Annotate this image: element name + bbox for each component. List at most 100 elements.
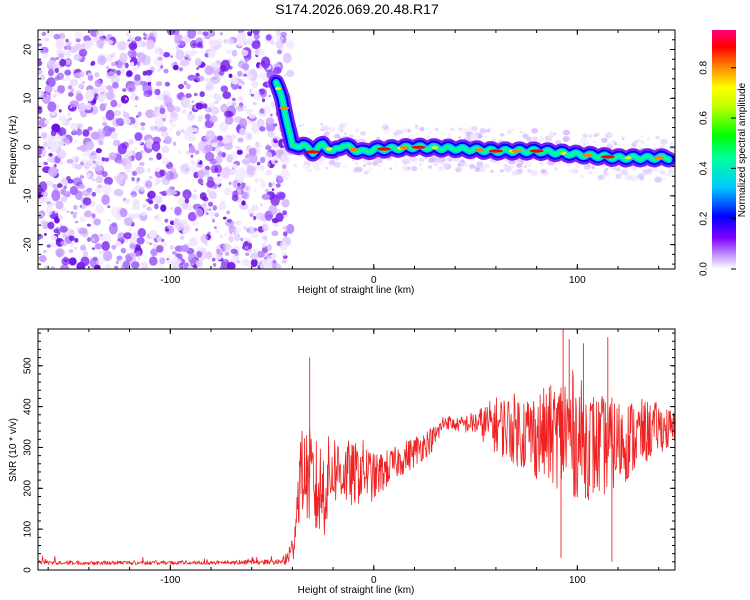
- ridge-hotspot: [529, 149, 544, 153]
- spectrogram-noise-cell: [57, 85, 65, 94]
- spectrogram-noise-cell: [68, 235, 75, 242]
- spectrogram-halo-cell: [620, 135, 626, 140]
- spectrogram-noise-cell: [224, 187, 233, 196]
- spectrogram-noise-cell: [194, 189, 197, 192]
- spectrogram-noise-cell: [129, 252, 137, 258]
- spectrogram-halo-cell: [503, 163, 508, 168]
- spectrogram-noise-cell: [224, 116, 234, 125]
- spectrogram-noise-cell: [128, 42, 138, 51]
- spectrogram-noise-cell: [238, 85, 242, 90]
- ridge-hotspot: [560, 151, 567, 155]
- spectrogram-noise-cell: [60, 240, 68, 247]
- spectrogram-noise-cell: [74, 140, 78, 143]
- spectrogram-noise-cell: [78, 48, 88, 57]
- spectrogram-halo-cell: [423, 159, 427, 162]
- spectrogram-halo-cell: [437, 166, 444, 172]
- spectrogram-halo-cell: [499, 133, 505, 137]
- spectrogram-noise-cell: [52, 167, 57, 173]
- spectrogram-noise-cell: [80, 175, 85, 179]
- spectrogram-noise-cell: [38, 234, 42, 241]
- spectrogram-halo-cell: [360, 131, 366, 136]
- spectrogram-noise-cell: [251, 93, 254, 97]
- spectrogram-noise-cell: [228, 225, 237, 236]
- spectrogram-noise-cell: [56, 226, 59, 229]
- spectrogram-noise-cell: [202, 103, 208, 109]
- spectrogram-halo-cell: [312, 161, 320, 168]
- spectrogram-noise-cell: [60, 264, 70, 269]
- spectrogram-noise-cell: [99, 103, 106, 112]
- spectrogram-noise-cell: [275, 162, 278, 165]
- spectrogram-noise-cell: [105, 91, 115, 101]
- spectrogram-noise-cell: [102, 250, 113, 262]
- spectrogram-noise-cell: [231, 232, 235, 236]
- ridge-hotspot: [474, 148, 485, 152]
- spectrogram-noise-cell: [70, 122, 77, 130]
- spectrogram-halo-cell: [628, 175, 637, 182]
- spectrogram-halo-cell: [483, 163, 490, 169]
- spectrogram-halo-cell: [447, 133, 452, 137]
- spectrogram-noise-cell: [66, 210, 70, 213]
- spectrogram-noise-cell: [220, 103, 229, 113]
- spectrogram-noise-cell: [115, 118, 125, 126]
- spectrogram-noise-cell: [65, 51, 72, 57]
- spectrogram-noise-cell: [187, 30, 197, 39]
- spectrogram-noise-cell: [237, 70, 243, 77]
- spectrogram-noise-cell: [136, 237, 145, 245]
- spectrogram-noise-cell: [75, 190, 83, 201]
- spectrogram-noise-cell: [209, 94, 214, 99]
- spectrogram-noise-cell: [134, 212, 141, 219]
- spectrogram-noise-cell: [47, 201, 54, 208]
- spectrogram-halo-cell: [587, 141, 590, 144]
- spectrogram-noise-cell: [240, 237, 244, 242]
- spectrogram-noise-cell: [220, 85, 229, 93]
- spectrogram-noise-cell: [219, 122, 229, 132]
- spectrogram-noise-cell: [235, 105, 245, 112]
- spectrogram-noise-cell: [281, 198, 290, 208]
- ridge-hotspot: [582, 153, 593, 157]
- spectrogram-noise-cell: [68, 91, 74, 97]
- spectrogram-noise-cell: [223, 232, 228, 237]
- spectrogram-halo-cell: [530, 169, 539, 177]
- spectrogram-noise-cell: [160, 222, 164, 226]
- ridge-hotspot: [377, 147, 391, 151]
- spectrogram-noise-cell: [180, 212, 184, 215]
- spectrogram-noise-cell: [131, 170, 138, 176]
- spectrogram-noise-cell: [101, 171, 108, 178]
- spectrogram-halo-cell: [354, 128, 360, 133]
- spectrogram-noise-cell: [274, 160, 278, 164]
- spectrogram-noise-cell: [46, 244, 52, 248]
- spectrogram-noise-cell: [236, 146, 241, 151]
- spectrogram-noise-cell: [268, 182, 273, 188]
- spectrogram-noise-cell: [145, 180, 153, 189]
- spectrogram-halo-cell: [486, 129, 491, 133]
- spectrogram-noise-cell: [277, 49, 282, 55]
- spectrogram-noise-cell: [159, 107, 166, 115]
- spectrogram-noise-cell: [244, 246, 249, 250]
- spectrogram-noise-cell: [146, 167, 152, 174]
- spectrogram-halo-cell: [408, 156, 416, 163]
- spectrogram-noise-cell: [102, 183, 112, 196]
- spectrogram-noise-cell: [181, 163, 191, 175]
- spectrogram-noise-cell: [281, 259, 287, 264]
- spectrogram-noise-cell: [175, 46, 180, 50]
- spectrogram-noise-cell: [114, 41, 118, 44]
- spectrogram-halo-cell: [654, 176, 662, 183]
- spectrogram-halo-cell: [458, 136, 462, 139]
- spectrogram-noise-cell: [131, 177, 135, 182]
- spectrogram-noise-cell: [95, 175, 104, 184]
- spectrogram-noise-cell: [160, 204, 167, 212]
- spectrogram-halo-cell: [320, 123, 324, 126]
- spectrogram-noise-cell: [68, 229, 75, 236]
- x-tick-label: 0: [371, 275, 377, 286]
- spectrogram-noise-cell: [268, 204, 278, 216]
- spectrogram-halo-cell: [382, 168, 386, 171]
- spectrogram-noise-cell: [163, 68, 169, 74]
- spectrogram-noise-cell: [108, 152, 117, 161]
- spectrogram-halo-cell: [526, 161, 532, 166]
- spectrogram-noise-cell: [264, 252, 270, 259]
- y-tick-label: 200: [23, 480, 34, 497]
- spectrogram-noise-cell: [166, 254, 171, 259]
- spectrogram-noise-cell: [76, 128, 82, 136]
- spectrogram-noise-cell: [213, 177, 223, 185]
- spectrogram-noise-cell: [109, 131, 118, 140]
